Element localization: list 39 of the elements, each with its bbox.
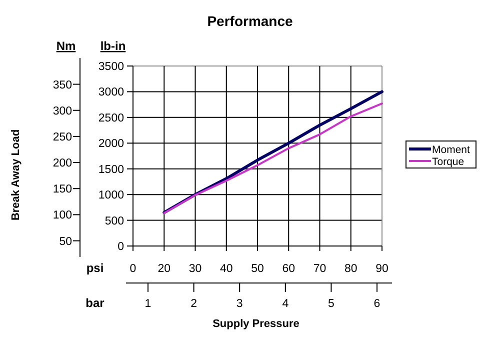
text: lb-in — [100, 39, 126, 53]
text: bar — [86, 296, 105, 310]
y2-tick-label: 250 — [52, 131, 72, 144]
x2-tick-label: 2 — [190, 298, 198, 310]
y2-tick-label: 150 — [52, 184, 72, 196]
x-tick-label: 40 — [220, 263, 233, 275]
x-tick-label: 80 — [344, 263, 358, 275]
text: Nm — [56, 39, 76, 53]
x-axis-title: Supply Pressure — [212, 318, 300, 330]
x-tick-label: 0 — [130, 263, 136, 275]
x-tick-label: 60 — [282, 263, 296, 275]
y-tick-label: 2000 — [98, 138, 124, 150]
legend-label: Torque — [432, 156, 464, 168]
x-tick-label: 20 — [158, 263, 171, 275]
x-tick-label: 90 — [376, 263, 388, 275]
x-tick-label: 70 — [313, 263, 326, 275]
y-tick-label: 2500 — [98, 112, 124, 124]
x-tick-label: 30 — [188, 263, 202, 275]
y-tick-label: 500 — [104, 215, 124, 228]
x2-tick-label: 4 — [282, 298, 290, 310]
legend-label: Moment — [432, 144, 470, 156]
chart-title: Performance — [207, 13, 294, 29]
y2-tick-label: 300 — [52, 105, 72, 118]
y2-tick-label: 50 — [59, 236, 72, 248]
x2-tick-label: 6 — [374, 298, 380, 310]
x2-tick-label: 5 — [328, 298, 334, 310]
y-tick-label: 1000 — [98, 190, 124, 202]
y2-tick-label: 350 — [52, 79, 72, 92]
y2-tick-label: 100 — [52, 210, 72, 222]
y-tick-label: 1500 — [98, 164, 124, 176]
text: psi — [86, 261, 104, 275]
y2-tick-label: 200 — [52, 158, 72, 170]
y-tick-label: 0 — [118, 241, 124, 253]
y-tick-label: 3000 — [98, 86, 124, 99]
x2-tick-label: 1 — [144, 298, 152, 310]
x-tick-label: 50 — [251, 263, 264, 275]
x2-tick-label: 3 — [236, 298, 243, 310]
y2-axis-title: Break Away Load — [10, 129, 22, 221]
y-tick-label: 3500 — [98, 61, 124, 73]
